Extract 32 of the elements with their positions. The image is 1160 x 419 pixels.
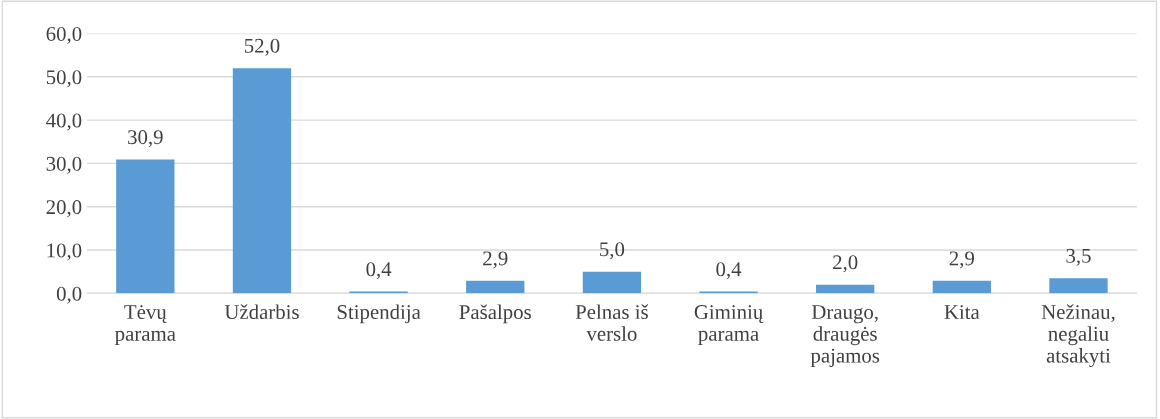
bar (116, 159, 175, 294)
bar (816, 284, 875, 294)
bar (466, 280, 525, 294)
data-label: 0,4 (716, 262, 742, 280)
bar (582, 271, 642, 294)
x-tick-label: Stipendija (337, 304, 421, 324)
bar (1049, 278, 1108, 294)
data-label: 2,9 (949, 251, 974, 269)
data-label: 30,9 (128, 130, 163, 148)
y-tick-label: 30,0 (46, 156, 82, 174)
bar (232, 68, 292, 294)
data-label: 2,9 (483, 251, 508, 269)
data-label: 52,0 (244, 38, 280, 56)
x-tick-label: Giminių parama (694, 305, 764, 346)
y-tick-label: 50,0 (46, 70, 82, 88)
x-tick-label: Draugo, draugės pajamos (810, 305, 880, 367)
data-label: 5,0 (600, 242, 625, 260)
y-tick-label: 60,0 (46, 26, 82, 44)
x-tick-label: Nežinau, negaliu atsakyti (1041, 304, 1115, 367)
x-tick-label: Kita (944, 305, 980, 320)
data-label: 0,4 (366, 262, 392, 280)
x-tick-label: Pelnas iš verslo (575, 304, 649, 341)
y-tick-label: 20,0 (46, 200, 82, 218)
bar (932, 280, 991, 294)
data-label: 3,5 (1066, 248, 1091, 266)
y-tick-label: 0,0 (56, 286, 82, 304)
x-tick-label: Tėvų parama (115, 305, 176, 346)
x-tick-label: Uždarbis (224, 304, 299, 320)
y-tick-label: 40,0 (46, 113, 82, 131)
y-tick-label: 10,0 (47, 243, 82, 261)
data-label: 2,0 (833, 255, 858, 273)
x-tick-label: Pašalpos (459, 304, 531, 324)
